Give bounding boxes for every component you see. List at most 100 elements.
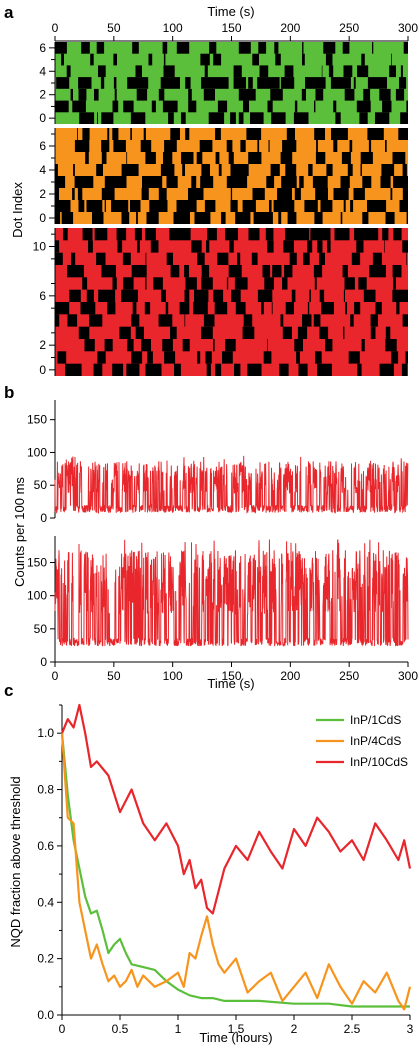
panel-c-fraction-plot: 0.0 0.2 0.4 0.6 0.8 1.0 0 0.5 1 1.5 2 2.5 3 InP/1CdS…	[8, 703, 414, 1045]
dark-interval	[160, 77, 180, 89]
dark-interval	[360, 152, 373, 164]
dark-interval	[271, 112, 286, 124]
dark-interval	[77, 128, 78, 140]
dark-interval	[242, 200, 256, 212]
y-tick-label: 0.0	[37, 1008, 54, 1022]
dark-interval	[55, 176, 66, 188]
dark-interval	[277, 188, 292, 200]
dark-interval	[135, 326, 144, 339]
dark-interval	[86, 289, 94, 302]
dark-interval	[205, 351, 212, 364]
dark-interval	[145, 277, 147, 290]
dark-interval	[86, 200, 103, 212]
dark-interval	[307, 240, 313, 253]
dark-interval	[72, 188, 75, 200]
panel-b-traces: 0 50 100 150 0 50 100 150 0 50 100 150 200 250 300 Cou…	[12, 400, 418, 691]
dark-interval	[391, 53, 392, 66]
dark-interval	[402, 188, 408, 200]
dark-interval	[285, 302, 294, 315]
dark-interval	[314, 212, 323, 224]
dark-interval	[230, 188, 233, 200]
dark-interval	[282, 326, 292, 339]
dark-interval	[270, 88, 283, 101]
series-line	[60, 703, 412, 915]
dark-interval	[123, 100, 134, 113]
dark-interval	[362, 212, 369, 224]
dark-interval	[303, 252, 310, 265]
x-tick-label: 1.5	[228, 1022, 245, 1036]
dark-interval	[248, 228, 260, 241]
dark-interval	[229, 240, 234, 253]
x-tick-label: 50	[107, 21, 121, 35]
legend-label: InP/1CdS	[350, 713, 401, 727]
dark-interval	[79, 112, 95, 124]
dark-interval	[284, 265, 293, 278]
dark-interval	[353, 77, 356, 89]
dark-interval	[96, 252, 106, 265]
dark-interval	[78, 326, 90, 339]
legend-label: InP/10CdS	[350, 755, 408, 769]
dark-interval	[354, 228, 379, 241]
dark-interval	[391, 351, 399, 364]
dark-interval	[119, 326, 131, 339]
dark-interval	[169, 228, 191, 241]
dark-interval	[314, 100, 316, 113]
dark-interval	[234, 363, 241, 376]
dark-interval	[203, 88, 215, 101]
dark-interval	[112, 128, 119, 140]
y-tick-label: 6	[39, 139, 46, 153]
dark-interval	[67, 265, 84, 278]
dark-interval	[80, 302, 96, 315]
dark-interval	[66, 65, 71, 78]
dark-interval	[357, 363, 362, 376]
dark-interval	[201, 164, 210, 176]
dark-interval	[238, 88, 256, 101]
dark-interval	[363, 88, 371, 101]
dark-interval	[333, 140, 338, 152]
dark-interval	[399, 77, 407, 89]
dark-interval	[78, 200, 85, 212]
dark-interval	[315, 188, 328, 200]
y-tick-label: 0.2	[37, 952, 54, 966]
dark-interval	[382, 228, 389, 241]
dark-interval	[393, 228, 402, 241]
dark-interval	[116, 228, 127, 241]
dark-interval	[393, 277, 396, 290]
dark-interval	[325, 339, 333, 352]
dark-interval	[398, 128, 408, 140]
dark-interval	[309, 289, 311, 302]
panel-c-legend: InP/1CdS InP/4CdS InP/10CdS	[316, 713, 408, 769]
dark-interval	[263, 351, 272, 364]
dark-interval	[101, 265, 116, 278]
dark-interval	[349, 140, 353, 152]
dark-interval	[319, 252, 325, 265]
dark-interval	[334, 228, 350, 241]
dark-interval	[126, 363, 140, 376]
dark-interval	[57, 351, 67, 364]
dark-interval	[127, 77, 149, 89]
dark-interval	[131, 265, 147, 278]
dark-interval	[132, 302, 137, 315]
dark-interval	[201, 77, 229, 89]
dark-interval	[343, 65, 353, 78]
dark-interval	[213, 289, 224, 302]
dark-interval	[130, 128, 132, 140]
dark-interval	[284, 65, 294, 78]
dark-interval	[88, 240, 93, 253]
dark-interval	[176, 200, 197, 212]
dark-interval	[214, 302, 228, 315]
dark-interval	[279, 363, 289, 376]
y-tick-label: 0.8	[37, 783, 54, 797]
dark-interval	[400, 65, 403, 78]
dark-interval	[226, 277, 229, 290]
dark-interval	[406, 212, 408, 224]
dark-interval	[375, 302, 382, 315]
y-tick-label: 0.6	[37, 839, 54, 853]
dark-interval	[380, 176, 391, 188]
dark-interval	[181, 112, 186, 124]
dark-interval	[294, 100, 298, 113]
dark-interval	[96, 42, 105, 54]
dark-interval	[298, 363, 308, 376]
dark-interval	[207, 228, 217, 241]
dark-interval	[294, 339, 303, 352]
